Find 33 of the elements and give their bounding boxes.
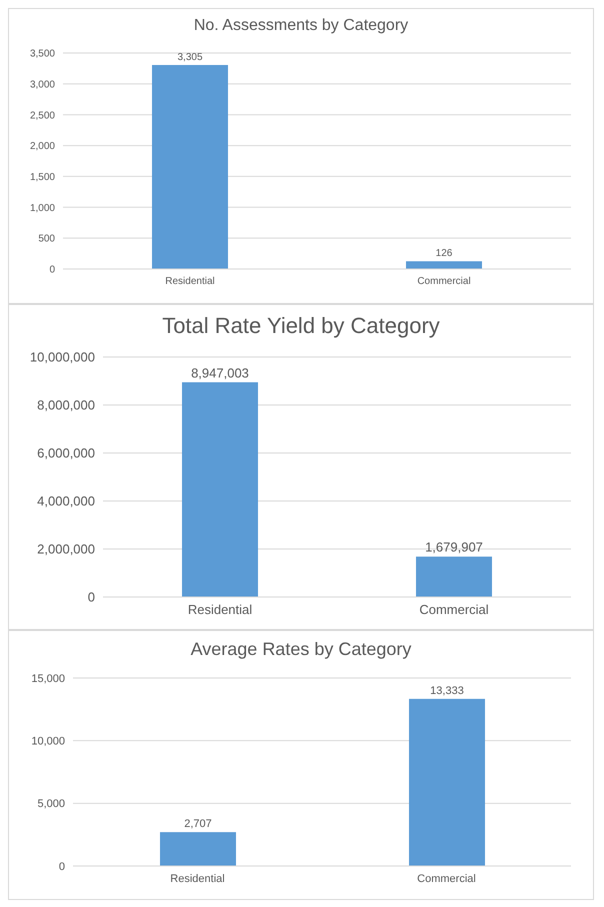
y-tick-label: 0: [88, 590, 95, 605]
y-tick-label: 3,000: [30, 79, 56, 90]
y-tick-label: 5,000: [37, 798, 65, 810]
y-tick-label: 3,500: [30, 48, 56, 60]
y-tick-label: 0: [49, 264, 56, 276]
data-label: 13,333: [430, 684, 464, 697]
y-tick-label: 2,000,000: [37, 542, 95, 557]
y-tick-label: 2,000: [30, 141, 56, 152]
chart-title: Average Rates by Category: [190, 639, 412, 660]
chart-title: No. Assessments by Category: [192, 17, 410, 35]
x-tick-label: Residential: [170, 872, 225, 885]
data-label: 126: [436, 248, 453, 260]
data-label: 3,305: [177, 52, 203, 64]
y-tick-label: 1,000: [30, 202, 56, 214]
x-tick-label: Commercial: [417, 872, 476, 885]
chart-title: Total Rate Yield by Category: [161, 313, 441, 339]
data-label: 1,679,907: [425, 540, 483, 555]
y-tick-label: 15,000: [31, 672, 65, 685]
x-tick-label: Residential: [165, 276, 215, 288]
y-tick-label: 500: [38, 234, 56, 245]
y-tick-label: 0: [58, 860, 65, 873]
y-tick-label: 2,500: [30, 110, 56, 122]
x-tick-label: Commercial: [417, 276, 471, 288]
y-tick-label: 1,500: [30, 172, 56, 183]
y-tick-label: 6,000,000: [37, 446, 95, 461]
y-tick-label: 4,000,000: [37, 494, 95, 509]
y-tick-label: 10,000,000: [30, 350, 95, 365]
data-label: 8,947,003: [191, 365, 249, 380]
x-tick-label: Commercial: [419, 602, 489, 618]
data-label: 2,707: [184, 818, 212, 830]
y-tick-label: 10,000: [31, 736, 65, 748]
y-tick-label: 8,000,000: [37, 398, 95, 413]
x-tick-label: Residential: [188, 602, 252, 618]
